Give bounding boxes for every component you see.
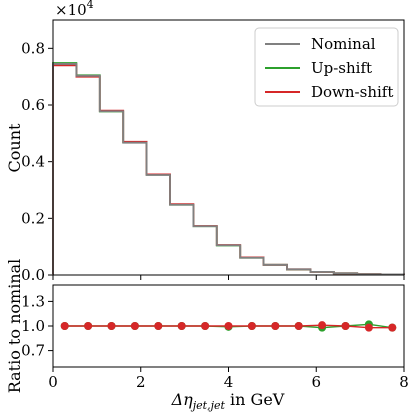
ratio-point-down-shift bbox=[318, 321, 327, 330]
top-histograms bbox=[52, 62, 405, 276]
ratio-point-down-shift bbox=[388, 323, 397, 332]
bottom-ticks: 0.7 1.0 1.3 0 2 4 6 8 bbox=[21, 292, 409, 391]
bottom-x-tick-label: 2 bbox=[136, 373, 146, 391]
x-axis-label: Δηjet,jet in GeV bbox=[171, 390, 285, 412]
ratio-point-down-shift bbox=[271, 322, 280, 330]
ratio-point-down-shift bbox=[60, 322, 69, 330]
legend-label-down-shift: Down-shift bbox=[311, 83, 393, 101]
histogram-nominal bbox=[52, 63, 405, 276]
ratio-point-down-shift bbox=[224, 322, 233, 330]
ratio-point-down-shift bbox=[201, 322, 210, 330]
ratio-point-down-shift bbox=[247, 322, 256, 330]
top-ticks: 0.0 0.2 0.4 0.6 0.8 bbox=[21, 39, 405, 284]
legend-label-nominal: Nominal bbox=[311, 35, 376, 53]
ratio-series bbox=[60, 320, 397, 332]
bottom-plot-frame bbox=[52, 284, 405, 368]
bottom-y-tick-label: 1.0 bbox=[21, 317, 45, 335]
top-panel: 0.0 0.2 0.4 0.6 0.8 ×104 Count Nominal Up-sh… bbox=[5, 0, 405, 284]
top-y-tick-label: 0.4 bbox=[21, 153, 45, 171]
ratio-point-down-shift bbox=[107, 322, 116, 330]
legend-label-up-shift: Up-shift bbox=[311, 59, 372, 77]
legend: Nominal Up-shift Down-shift bbox=[254, 27, 399, 107]
y-multiplier: ×104 bbox=[55, 0, 94, 19]
bottom-panel: 0.7 1.0 1.3 0 2 4 6 8 Ratio to nominal Δηjet,je… bbox=[5, 259, 409, 412]
top-plot-frame bbox=[52, 19, 405, 276]
bottom-x-tick-label: 4 bbox=[224, 373, 234, 391]
ratio-point-down-shift bbox=[154, 322, 163, 330]
legend-box bbox=[254, 27, 399, 107]
bottom-x-tick-label: 6 bbox=[311, 373, 321, 391]
top-y-axis-label: Count bbox=[5, 123, 24, 172]
ratio-point-down-shift bbox=[130, 322, 139, 330]
bottom-y-tick-label: 0.7 bbox=[21, 342, 45, 360]
bottom-x-tick-label: 0 bbox=[48, 373, 58, 391]
ratio-point-down-shift bbox=[84, 322, 93, 330]
ratio-point-down-shift bbox=[294, 322, 303, 330]
ratio-point-down-shift bbox=[364, 323, 373, 332]
bottom-x-tick-label: 8 bbox=[399, 373, 409, 391]
ratio-point-down-shift bbox=[341, 322, 350, 330]
top-y-tick-label: 0.8 bbox=[21, 39, 45, 57]
top-y-tick-label: 0.2 bbox=[21, 209, 45, 227]
bottom-y-axis-label: Ratio to nominal bbox=[5, 259, 24, 394]
ratio-point-down-shift bbox=[177, 322, 186, 330]
top-y-tick-label: 0.0 bbox=[21, 266, 45, 284]
top-y-tick-label: 0.6 bbox=[21, 96, 45, 114]
bottom-y-tick-label: 1.3 bbox=[21, 292, 45, 310]
